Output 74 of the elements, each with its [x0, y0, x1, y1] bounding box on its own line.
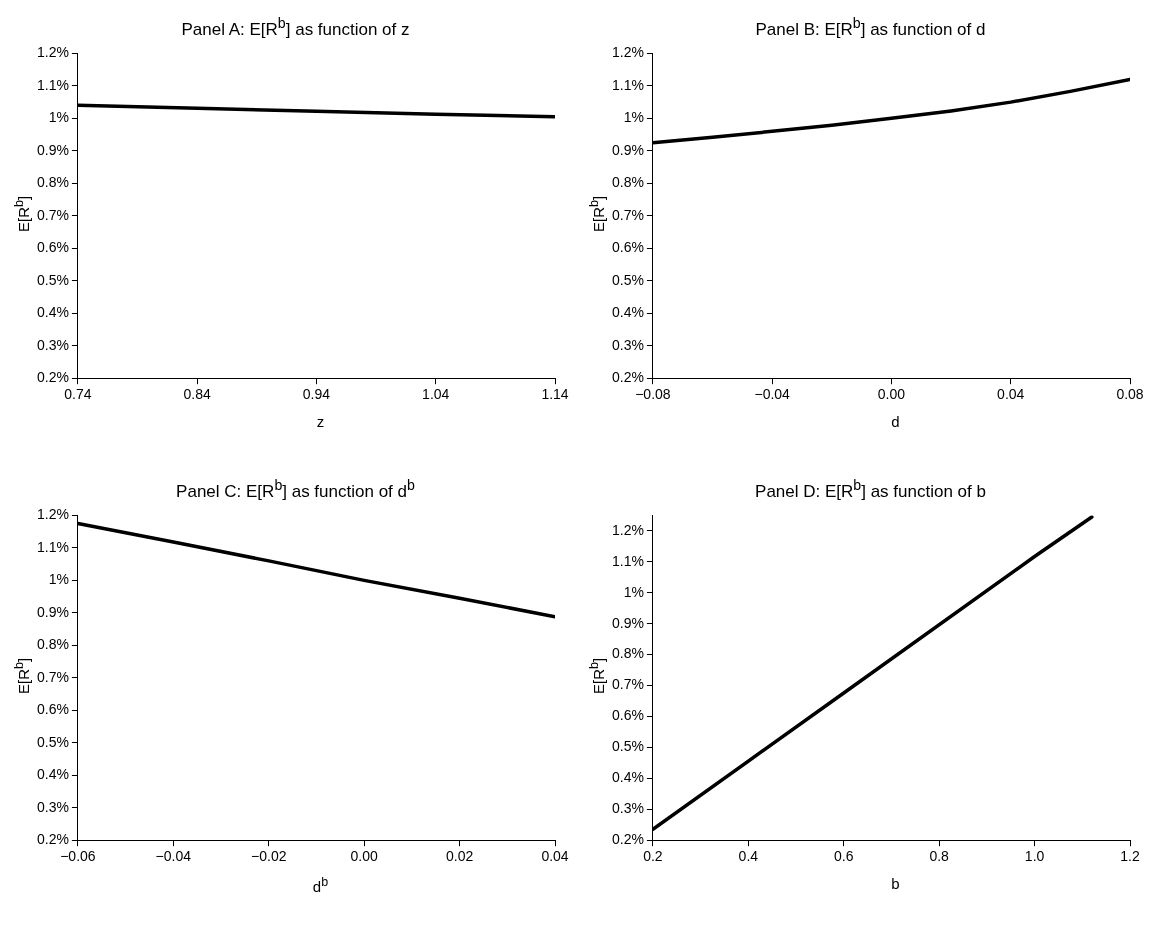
- chart-title: Panel B: E[R$^{b}$] as function of d: [754, 14, 987, 41]
- y-tick-label: 1%: [623, 583, 644, 600]
- y-tick-label: 0.3%: [36, 798, 69, 815]
- x-tick-label: 0.74: [64, 386, 92, 403]
- y-tick-label: 1.2%: [36, 44, 69, 61]
- x-tick-label: 0.8: [929, 848, 950, 865]
- x-tick-label: 0.04: [541, 848, 569, 865]
- y-tick-label: 0.2%: [611, 831, 644, 848]
- y-tick-label: 0.8%: [36, 174, 69, 191]
- x-tick-label: −0.06: [60, 848, 96, 865]
- y-tick-label: 0.7%: [36, 668, 69, 685]
- y-tick-label: 0.5%: [36, 271, 69, 288]
- x-axis-title: d$^{b}$: [311, 875, 330, 895]
- y-tick-label: 0.2%: [611, 369, 644, 386]
- x-tick-label: −0.08: [635, 386, 671, 403]
- y-tick-label: 0.5%: [611, 271, 644, 288]
- y-tick-label: 1%: [48, 109, 69, 126]
- x-tick-label: −0.02: [251, 848, 287, 865]
- y-tick-label: 0.4%: [611, 304, 644, 321]
- y-tick-label: 1.2%: [36, 506, 69, 523]
- x-tick-label: 0.08: [1116, 386, 1144, 403]
- y-tick-label: 1.2%: [611, 44, 644, 61]
- y-tick-label: 0.5%: [611, 738, 644, 755]
- y-tick-label: 0.4%: [611, 769, 644, 786]
- y-tick-label: 0.9%: [36, 141, 69, 158]
- x-tick-label: 0.00: [350, 848, 378, 865]
- x-tick-label: 0.2: [643, 848, 663, 865]
- y-tick-label: 0.7%: [611, 206, 644, 223]
- y-tick-label: 0.8%: [611, 645, 644, 662]
- y-tick-label: 0.3%: [611, 336, 644, 353]
- y-tick-label: 0.6%: [36, 239, 69, 256]
- y-tick-label: 0.2%: [36, 831, 69, 848]
- y-tick-label: 1.1%: [36, 538, 69, 555]
- x-axis-title: z: [315, 413, 326, 430]
- x-tick-label: 0.02: [445, 848, 474, 865]
- x-tick-label: 0.6: [834, 848, 854, 865]
- y-tick-label: 1.1%: [611, 76, 644, 93]
- x-tick-label: 0.00: [877, 386, 906, 403]
- y-tick-label: 0.4%: [36, 766, 69, 783]
- y-tick-label: 0.3%: [611, 800, 644, 817]
- y-tick-label: 1%: [48, 571, 69, 588]
- y-tick-label: 0.9%: [611, 614, 644, 631]
- chart-title: Panel A: E[R$^{b}$] as function of z: [180, 14, 411, 41]
- y-tick-label: 0.8%: [36, 636, 69, 653]
- chart-title: Panel D: E[R$^{b}$] as function of b: [754, 476, 987, 503]
- x-tick-label: 0.04: [997, 386, 1025, 403]
- y-tick-label: 0.9%: [36, 603, 69, 620]
- y-tick-label: 0.5%: [36, 733, 69, 750]
- x-axis-title: b: [890, 875, 901, 892]
- y-tick-label: 0.2%: [36, 369, 69, 386]
- y-tick-label: 0.7%: [36, 206, 69, 223]
- x-tick-label: 1.0: [1024, 848, 1045, 865]
- y-tick-label: 0.7%: [611, 676, 644, 693]
- x-tick-label: −0.04: [155, 848, 192, 865]
- chart-title: Panel C: E[R$^{b}$] as function of d$^{b}$: [175, 476, 416, 503]
- y-tick-label: 1.2%: [611, 521, 644, 538]
- x-tick-label: 1.2: [1120, 848, 1140, 865]
- x-axis-title: d: [890, 413, 901, 430]
- y-tick-label: 0.9%: [611, 141, 644, 158]
- y-tick-label: 1%: [623, 109, 644, 126]
- y-tick-label: 0.6%: [611, 239, 644, 256]
- y-tick-label: 0.8%: [611, 174, 644, 191]
- x-tick-label: 1.14: [541, 386, 569, 403]
- x-tick-label: 0.84: [183, 386, 212, 403]
- y-tick-label: 0.4%: [36, 304, 69, 321]
- y-tick-label: 0.6%: [36, 701, 69, 718]
- y-tick-label: 0.3%: [36, 336, 69, 353]
- x-tick-label: 0.94: [302, 386, 331, 403]
- y-tick-label: 0.6%: [611, 707, 644, 724]
- x-tick-label: −0.04: [754, 386, 791, 403]
- x-tick-label: 0.4: [738, 848, 759, 865]
- y-tick-label: 1.1%: [36, 76, 69, 93]
- x-tick-label: 1.04: [422, 386, 450, 403]
- y-tick-label: 1.1%: [611, 552, 644, 569]
